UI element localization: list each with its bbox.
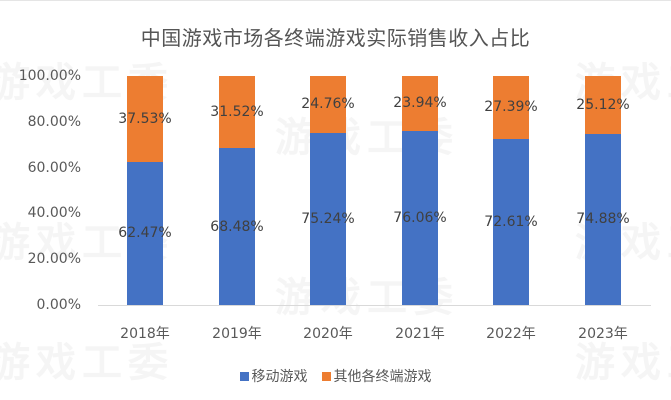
bar-segment-other[interactable] xyxy=(585,76,621,134)
legend-label-other: 其他各终端游戏 xyxy=(333,369,432,385)
y-tick-label: 100.00% xyxy=(18,68,81,84)
bar-segment-mobile[interactable] xyxy=(310,132,346,305)
data-label: 23.94% xyxy=(393,95,447,112)
data-label: 62.47% xyxy=(118,225,172,242)
legend-item-mobile[interactable]: 移动游戏 xyxy=(239,366,308,386)
x-tick-label: 2018年 xyxy=(120,326,170,342)
y-tick-label: 40.00% xyxy=(27,205,81,222)
data-label: 37.53% xyxy=(118,110,172,127)
bar-segment-other[interactable] xyxy=(310,76,346,133)
data-label: 24.76% xyxy=(301,96,355,113)
x-tick-label: 2020年 xyxy=(303,326,353,342)
bar-segment-other[interactable] xyxy=(493,76,529,139)
data-label: 27.39% xyxy=(484,99,538,116)
y-tick-label: 0.00% xyxy=(36,297,81,313)
data-label: 68.48% xyxy=(210,218,264,235)
chart-title: 中国游戏市场各终端游戏实际销售收入占比 xyxy=(140,26,531,50)
x-tick-label: 2021年 xyxy=(395,326,445,342)
data-label: 74.88% xyxy=(576,211,630,228)
bar-segment-other[interactable] xyxy=(402,76,438,131)
data-label: 25.12% xyxy=(576,96,630,113)
y-tick-label: 20.00% xyxy=(27,251,81,268)
bar-segment-other[interactable] xyxy=(219,76,255,149)
bar-segment-other[interactable] xyxy=(127,76,163,162)
bar-segment-mobile[interactable] xyxy=(585,133,621,305)
y-tick-label: 60.00% xyxy=(27,159,81,176)
legend-swatch-mobile xyxy=(239,371,249,381)
bar-segment-mobile[interactable] xyxy=(493,138,529,305)
bar-segment-mobile[interactable] xyxy=(219,148,255,305)
bar-segment-mobile[interactable] xyxy=(402,130,438,305)
legend: 移动游戏 其他各终端游戏 xyxy=(0,366,671,386)
legend-item-other[interactable]: 其他各终端游戏 xyxy=(321,366,432,386)
data-label: 31.52% xyxy=(210,104,264,121)
bar-segment-mobile[interactable] xyxy=(127,161,163,305)
y-tick-label: 80.00% xyxy=(27,113,81,130)
data-label: 75.24% xyxy=(301,210,355,227)
x-tick-label: 2022年 xyxy=(486,326,536,342)
legend-swatch-other xyxy=(321,371,331,381)
x-tick-label: 2023年 xyxy=(578,326,628,342)
x-tick-label: 2019年 xyxy=(212,326,262,342)
data-label: 76.06% xyxy=(393,209,447,226)
legend-label-mobile: 移动游戏 xyxy=(251,369,308,385)
data-label: 72.61% xyxy=(484,213,538,230)
x-axis-line xyxy=(98,305,651,306)
